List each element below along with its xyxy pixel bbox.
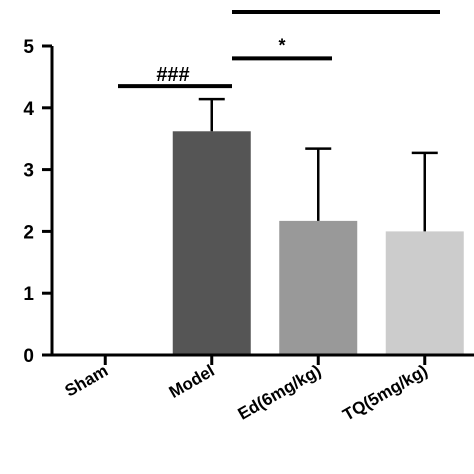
x-tick-label: TQ(5mg/kg)	[339, 361, 430, 425]
significance-label: ###	[156, 64, 189, 86]
y-tick-label: 0	[23, 346, 34, 367]
x-tick-label: Model	[166, 361, 218, 402]
y-ticks-layer: 0 1 2 3 4 5	[23, 37, 52, 367]
y-tick-label: 5	[23, 37, 34, 58]
bar-tq-5mg-kg	[385, 231, 464, 355]
y-tick-label: 1	[23, 284, 34, 305]
significance-label: *	[278, 35, 285, 55]
error-bars-layer	[198, 97, 438, 232]
y-tick-label: 4	[23, 99, 34, 120]
bar-ed-6mg-kg	[279, 220, 358, 355]
bar-model	[172, 131, 251, 355]
y-tick-label: 2	[23, 222, 34, 243]
y-tick-label: 3	[23, 161, 34, 182]
x-tick-label: Sham	[62, 361, 112, 401]
x-ticks-layer: Sham Model Ed(6mg/kg) TQ(5mg/kg)	[62, 355, 431, 425]
significance-layer: ### * *	[118, 0, 440, 89]
significance-label: *	[332, 0, 339, 9]
axes-layer	[50, 46, 474, 357]
x-tick-label: Ed(6mg/kg)	[235, 361, 325, 424]
bars-layer	[172, 131, 464, 355]
